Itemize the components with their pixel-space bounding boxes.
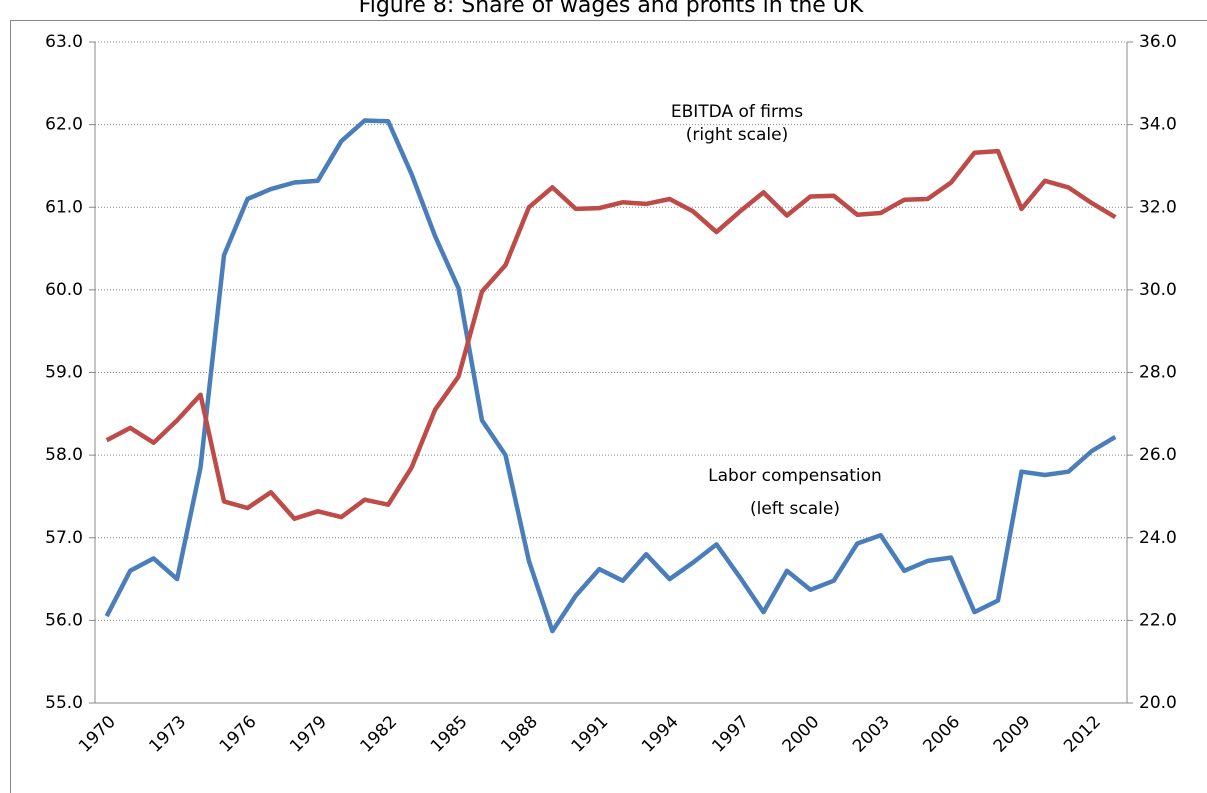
chart-frame (10, 20, 1207, 793)
annotation: (left scale) (750, 499, 840, 519)
annotation: (right scale) (686, 125, 788, 145)
y-tick-label: 63.0 (45, 32, 83, 52)
y2-tick-label: 30.0 (1139, 280, 1177, 300)
y2-tick-label: 26.0 (1139, 445, 1177, 465)
series-line (104, 118, 1117, 634)
y2-tick-label: 34.0 (1139, 115, 1177, 135)
annotation: Labor compensation (708, 466, 882, 486)
y2-tick-label: 28.0 (1139, 363, 1177, 383)
y-tick-label: 62.0 (45, 115, 83, 135)
y2-tick-label: 22.0 (1139, 610, 1177, 630)
chart-title: Figure 8: Share of wages and profits in … (359, 0, 864, 18)
y2-tick-label: 32.0 (1139, 197, 1177, 217)
y2-tick-label: 20.0 (1139, 693, 1177, 713)
series-line (105, 148, 1117, 521)
y-tick-label: 60.0 (45, 280, 83, 300)
y-tick-label: 57.0 (45, 528, 83, 548)
y2-tick-label: 36.0 (1139, 32, 1177, 52)
y-tick-label: 61.0 (45, 197, 83, 217)
annotation: EBITDA of firms (671, 102, 803, 122)
y-tick-label: 55.0 (45, 693, 83, 713)
y-tick-label: 59.0 (45, 363, 83, 383)
y-tick-label: 58.0 (45, 445, 83, 465)
y-tick-label: 56.0 (45, 610, 83, 630)
y2-tick-label: 24.0 (1139, 528, 1177, 548)
